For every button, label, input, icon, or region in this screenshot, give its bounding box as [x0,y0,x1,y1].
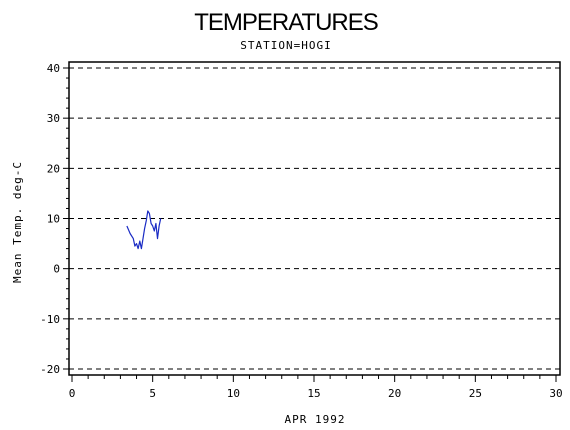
grid-lines [69,67,560,370]
y-axis-label: Mean Temp. deg-C [11,161,24,283]
y-tick-label: 10 [47,213,60,226]
x-tick-label: 15 [307,387,320,400]
y-tick-label: -20 [40,363,60,376]
x-tick-label: 5 [149,387,156,400]
x-axis: 0 5 10 15 20 25 30 [69,375,563,400]
y-tick-label: 0 [53,263,60,276]
y-tick-label: 20 [47,162,60,175]
x-tick-label: 20 [388,387,401,400]
x-tick-label: 10 [227,387,240,400]
x-tick-label: 0 [69,387,76,400]
y-axis: 40 30 20 10 0 -10 -20 [40,62,69,376]
x-tick-label: 30 [549,387,562,400]
y-tick-label: 30 [47,112,60,125]
x-axis-label: APR 1992 [285,413,346,426]
series-group [126,210,162,250]
y-tick-label: -10 [40,313,60,326]
series-line [126,210,162,250]
chart-title: TEMPERATURES [194,9,378,36]
x-tick-label: 25 [469,387,482,400]
chart-subtitle: STATION=HOGI [240,39,331,52]
y-tick-label: 40 [47,62,60,75]
